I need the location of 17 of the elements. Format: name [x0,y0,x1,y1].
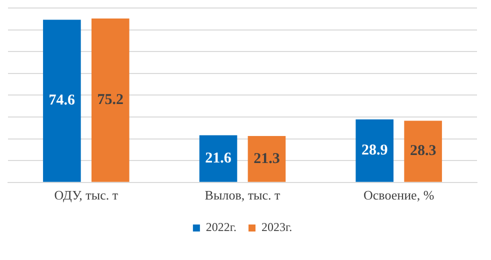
legend-label: 2023г. [262,220,292,234]
bar [43,20,81,182]
bar [248,136,286,182]
x-tick-label: ОДУ, тыс. т [54,188,118,203]
data-label: 28.3 [410,143,436,160]
x-tick-label: Вылов, тыс. т [204,188,281,203]
bar [92,18,130,182]
legend-label: 2022г. [206,220,237,234]
data-label: 21.3 [254,150,280,167]
data-label: 74.6 [48,92,76,109]
bar [199,135,238,182]
bar [356,119,394,182]
bar [404,120,442,182]
data-label: 75.2 [97,92,124,108]
data-label: 28.9 [361,142,388,159]
x-tick-label: Освоение, % [364,188,434,203]
data-label: 21.6 [205,150,232,166]
